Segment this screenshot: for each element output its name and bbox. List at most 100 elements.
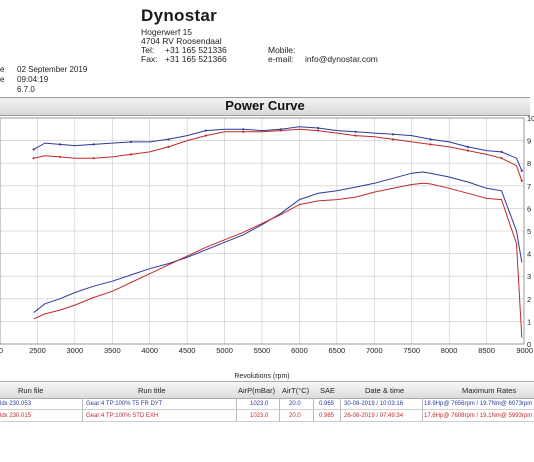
series-line-power [33,171,523,313]
column-divider [313,398,314,422]
data-point [429,143,432,146]
x-tick-label: 7500 [403,346,420,355]
data-point [466,145,469,148]
meta-time: 09:04:19 [17,75,49,84]
column-divider [236,398,237,422]
row2-airp: 1023.0 [250,413,269,419]
data-point [429,138,432,141]
x-tick-label: 8500 [478,346,495,355]
row2-run-file: ldx 230.015 [0,413,32,419]
row1-datetime: 30-08-2019 / 10:03:16 [344,401,404,407]
row1-airp: 1023.0 [250,401,269,407]
series-line-torque [33,126,523,171]
x-tick-labels: 0 2500 3000 3500 4000 4500 5000 5500 6000 6500 700… [0,346,533,355]
right-tick-label: 9 [527,137,531,146]
chart-grid [0,117,525,345]
data-point [32,148,35,151]
chart-series [32,126,523,338]
data-point [520,179,523,182]
right-tick-label: 3 [527,272,531,281]
data-point [58,155,61,159]
data-point [32,157,35,160]
col-run-file: Run file [18,386,44,395]
right-tick-label: 10 [527,114,534,123]
row1-sae: 0.965 [319,401,335,407]
power-curve-chart: 0 2500 3000 3500 4000 4500 5000 5500 6000 6500 700… [0,114,534,380]
fax-label: Fax: [141,54,158,64]
row1-run-file: ldx 230.053 [0,401,32,407]
data-point [391,138,395,141]
right-tick-label: 0 [527,340,531,349]
data-point [204,129,207,132]
meta-version: 6.7.0 [17,85,35,94]
company-name: Dynostar [141,6,218,25]
chart-title-bar [0,97,530,116]
x-tick-label: 4000 [141,346,158,355]
data-point [279,129,282,132]
data-point [167,138,170,141]
column-divider [422,398,423,422]
column-divider [340,398,341,422]
tel-value: +31 165 521336 [165,45,227,55]
mobile-label: Mobile: [268,45,296,55]
data-point [167,145,170,148]
data-point [204,134,207,137]
x-axis-label: Revolutions (rpm) [234,373,289,380]
right-tick-label: 1 [527,317,531,326]
data-point [129,153,133,156]
meta-time-label: e [0,75,5,84]
x-tick-label: 0 [0,346,3,355]
chart-title: Power Curve [225,98,305,113]
data-point [500,157,503,160]
address-line-2: 4704 RV Roosendaal [141,36,222,46]
right-tick-label: 6 [527,204,531,213]
data-point [354,134,357,137]
data-point [92,143,95,146]
data-point [520,169,523,172]
data-point [317,129,320,132]
x-tick-label: 6500 [329,346,346,355]
x-tick-label: 5500 [254,346,271,355]
row1-airt: 20.0 [289,401,301,407]
x-tick-label: 9000 [516,346,533,355]
row2-airt: 20.0 [289,413,301,419]
x-tick-label: 2500 [29,346,46,355]
right-tick-label: 4 [527,250,531,259]
series-line-power [33,182,523,338]
data-point [242,130,245,133]
right-tick-label: 2 [527,295,531,304]
table-row [0,398,534,410]
data-point [92,157,95,160]
fax-value: +31 165 521366 [165,54,227,64]
data-point [500,150,503,153]
meta-date-label: e [0,65,5,74]
row1-max-rates: 18.9Hp@ 7656rpm / 19.7Nm@ 6073rpm [424,401,533,407]
x-tick-label: 5000 [216,346,233,355]
series-line-torque [33,128,523,181]
email-label: e-mail: [268,54,294,64]
row2-datetime: 26-08-2019 / 07:49:34 [344,413,404,419]
row2-max-rates: 17.6Hp@ 7608rpm / 19.1Nm@ 5993rpm [424,413,533,419]
x-tick-label: 4500 [179,346,196,355]
data-point [466,149,469,152]
col-max-rates: Maximum Rates [462,386,517,395]
data-point [354,130,357,133]
x-tick-label: 6000 [291,346,308,355]
column-divider [279,398,280,422]
row1-run-title: Gear:4 TP:100% T5 FR DYT [86,401,163,407]
col-sae: SAE [320,386,336,395]
row2-run-title: Gear:4 TP:100% STD EXH [86,413,159,419]
x-tick-label: 3500 [104,346,121,355]
right-tick-label: 8 [527,159,531,168]
data-point [317,126,320,130]
row2-sae: 0.965 [319,413,335,419]
col-airt: AirT(°C) [282,386,310,395]
tel-label: Tel: [141,45,155,55]
col-airp: AirP(mBar) [238,386,276,395]
table-row [0,410,534,422]
col-run-title: Run title [138,386,166,395]
plot-frame [0,117,525,345]
x-tick-label: 3000 [67,346,84,355]
data-point [58,143,61,146]
